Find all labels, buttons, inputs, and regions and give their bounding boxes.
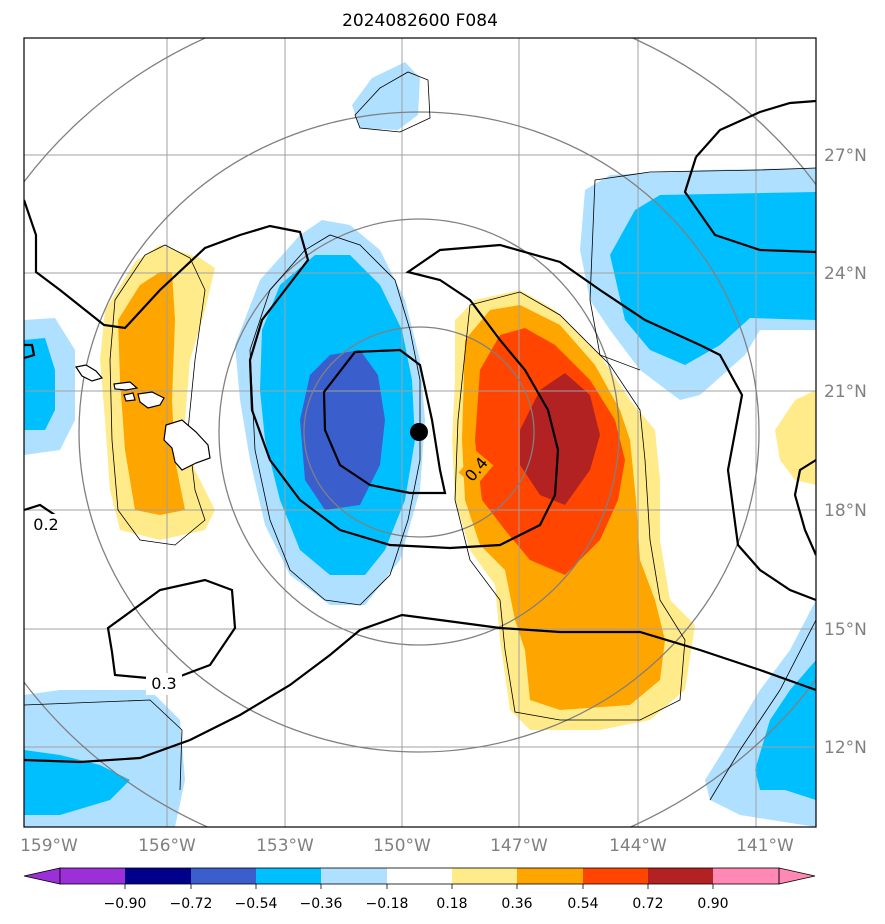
thin-contours: [24, 71, 816, 801]
colorbar-bin: [387, 868, 452, 884]
contour-label-0-2: 0.2: [33, 515, 58, 534]
lon-label: 141°W: [736, 836, 794, 856]
range-rings: [24, 38, 816, 827]
colorbar-bin: [321, 868, 387, 884]
lat-label: 27°N: [824, 146, 867, 166]
lat-label: 15°N: [824, 620, 867, 640]
lon-label: 147°W: [490, 836, 548, 856]
lon-labels: 159°W 156°W 153°W 150°W 147°W 144°W 141°…: [20, 836, 794, 856]
colorbar-bin: [713, 868, 779, 884]
thick-contours: [24, 99, 816, 764]
colorbar: −0.90 −0.72 −0.54 −0.36 −0.18 0.18 0.36 …: [23, 867, 816, 912]
lat-label: 24°N: [824, 264, 867, 284]
colorbar-bin: [191, 868, 256, 884]
lon-label: 153°W: [256, 836, 314, 856]
colorbar-label: −0.18: [366, 896, 409, 912]
colorbar-label: 0.18: [436, 896, 467, 912]
colorbar-extend-low: [23, 867, 61, 885]
colorbar-label: 0.36: [501, 896, 532, 912]
colorbar-label: −0.90: [104, 896, 147, 912]
shading-dark-blue: [300, 350, 385, 510]
colorbar-bin: [125, 868, 191, 884]
lat-label: 12°N: [824, 738, 867, 758]
shading-dark-red: [520, 373, 600, 505]
storm-center-dot: [410, 423, 428, 441]
lat-label: 21°N: [824, 382, 867, 402]
lon-label: 156°W: [138, 836, 196, 856]
colorbar-label: 0.54: [567, 896, 598, 912]
colorbar-bin: [60, 868, 125, 884]
colorbar-bin: [583, 868, 648, 884]
contour-label-0-3: 0.3: [151, 674, 176, 693]
map-frame: [23, 37, 817, 828]
colorbar-bin: [256, 868, 321, 884]
lat-labels: 27°N 24°N 21°N 18°N 15°N 12°N: [824, 146, 867, 758]
colorbar-label: −0.54: [235, 896, 278, 912]
colorbar-label: 0.90: [697, 896, 728, 912]
colorbar-bin: [452, 868, 517, 884]
colorbar-bin: [517, 868, 583, 884]
colorbar-bin: [648, 868, 713, 884]
lon-label: 150°W: [373, 836, 431, 856]
lat-label: 18°N: [824, 501, 867, 521]
lon-label: 159°W: [20, 836, 78, 856]
hawaiian-islands: [75, 364, 211, 471]
map-title: 2024082600 F084: [342, 11, 498, 31]
colorbar-label: 0.72: [632, 896, 663, 912]
colorbar-label: −0.72: [170, 896, 213, 912]
shading-blue: [24, 192, 816, 815]
lon-label: 144°W: [609, 836, 667, 856]
map-area: 0.4 0.2 0.3: [24, 38, 816, 827]
colorbar-label: −0.36: [300, 896, 343, 912]
colorbar-extend-high: [778, 867, 816, 885]
